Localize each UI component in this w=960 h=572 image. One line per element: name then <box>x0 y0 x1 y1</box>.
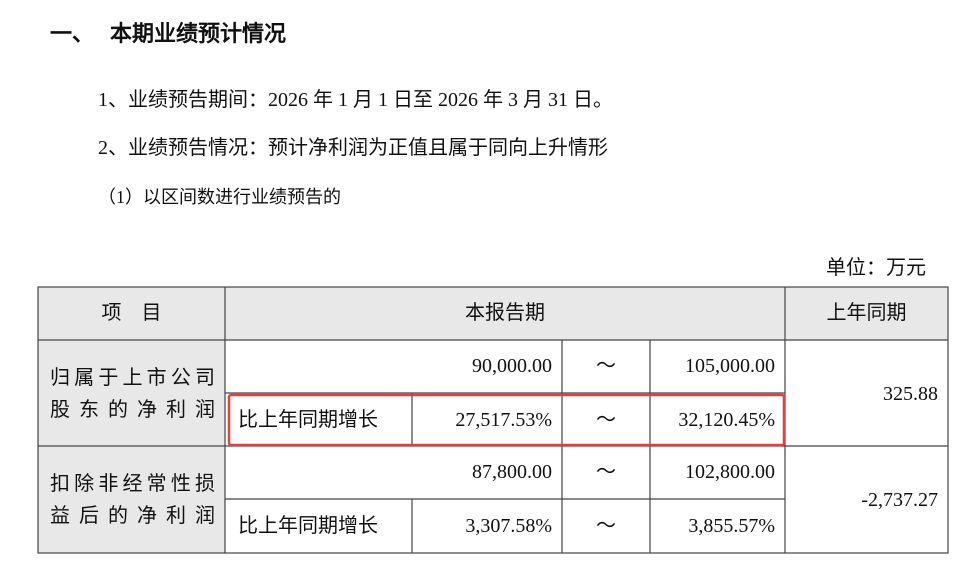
unit: 单位：万元 <box>826 257 926 279</box>
growth-high: 32,120.45% <box>678 409 775 431</box>
header-cell: 上年同期 <box>826 302 907 324</box>
header-cell: 本报告期 <box>465 302 545 324</box>
amount-low: 87,800.00 <box>472 461 552 483</box>
growth-high: 3,855.57% <box>688 515 775 537</box>
prior-value: 325.88 <box>883 383 938 405</box>
header-bg <box>38 287 948 340</box>
growth-low: 3,307.58% <box>465 515 552 537</box>
subitem: （1）以区间数进行业绩预告的 <box>98 187 341 207</box>
prior-value: -2,737.27 <box>861 489 938 511</box>
row-label: 扣除非经常性损 <box>50 473 215 495</box>
growth-low: 27,517.53% <box>455 409 552 431</box>
growth-label: 比上年同期增长 <box>238 409 378 431</box>
section-number: 一、 <box>50 22 95 47</box>
amount-high: 105,000.00 <box>685 355 775 377</box>
row-label: 归属于上市公司 <box>50 367 215 389</box>
highlight-box <box>227 393 786 447</box>
separator: ～ <box>596 461 616 483</box>
amount-high: 102,800.00 <box>685 461 775 483</box>
separator: ～ <box>596 355 616 377</box>
growth-label: 比上年同期增长 <box>238 515 378 537</box>
item: 2、业绩预告情况：预计净利润为正值且属于同向上升情形 <box>98 137 608 159</box>
separator: ～ <box>596 515 616 537</box>
amount-low: 90,000.00 <box>472 355 552 377</box>
section-title: 本期业绩预计情况 <box>110 22 287 47</box>
row-label: 股东的净利润 <box>50 399 215 421</box>
header-cell: 项 目 <box>101 302 162 324</box>
separator: ～ <box>596 409 616 431</box>
item: 1、业绩预告期间：2026 年 1 月 1 日至 2026 年 3 月 31 日… <box>98 89 613 111</box>
row-label: 益后的净利润 <box>50 505 215 527</box>
